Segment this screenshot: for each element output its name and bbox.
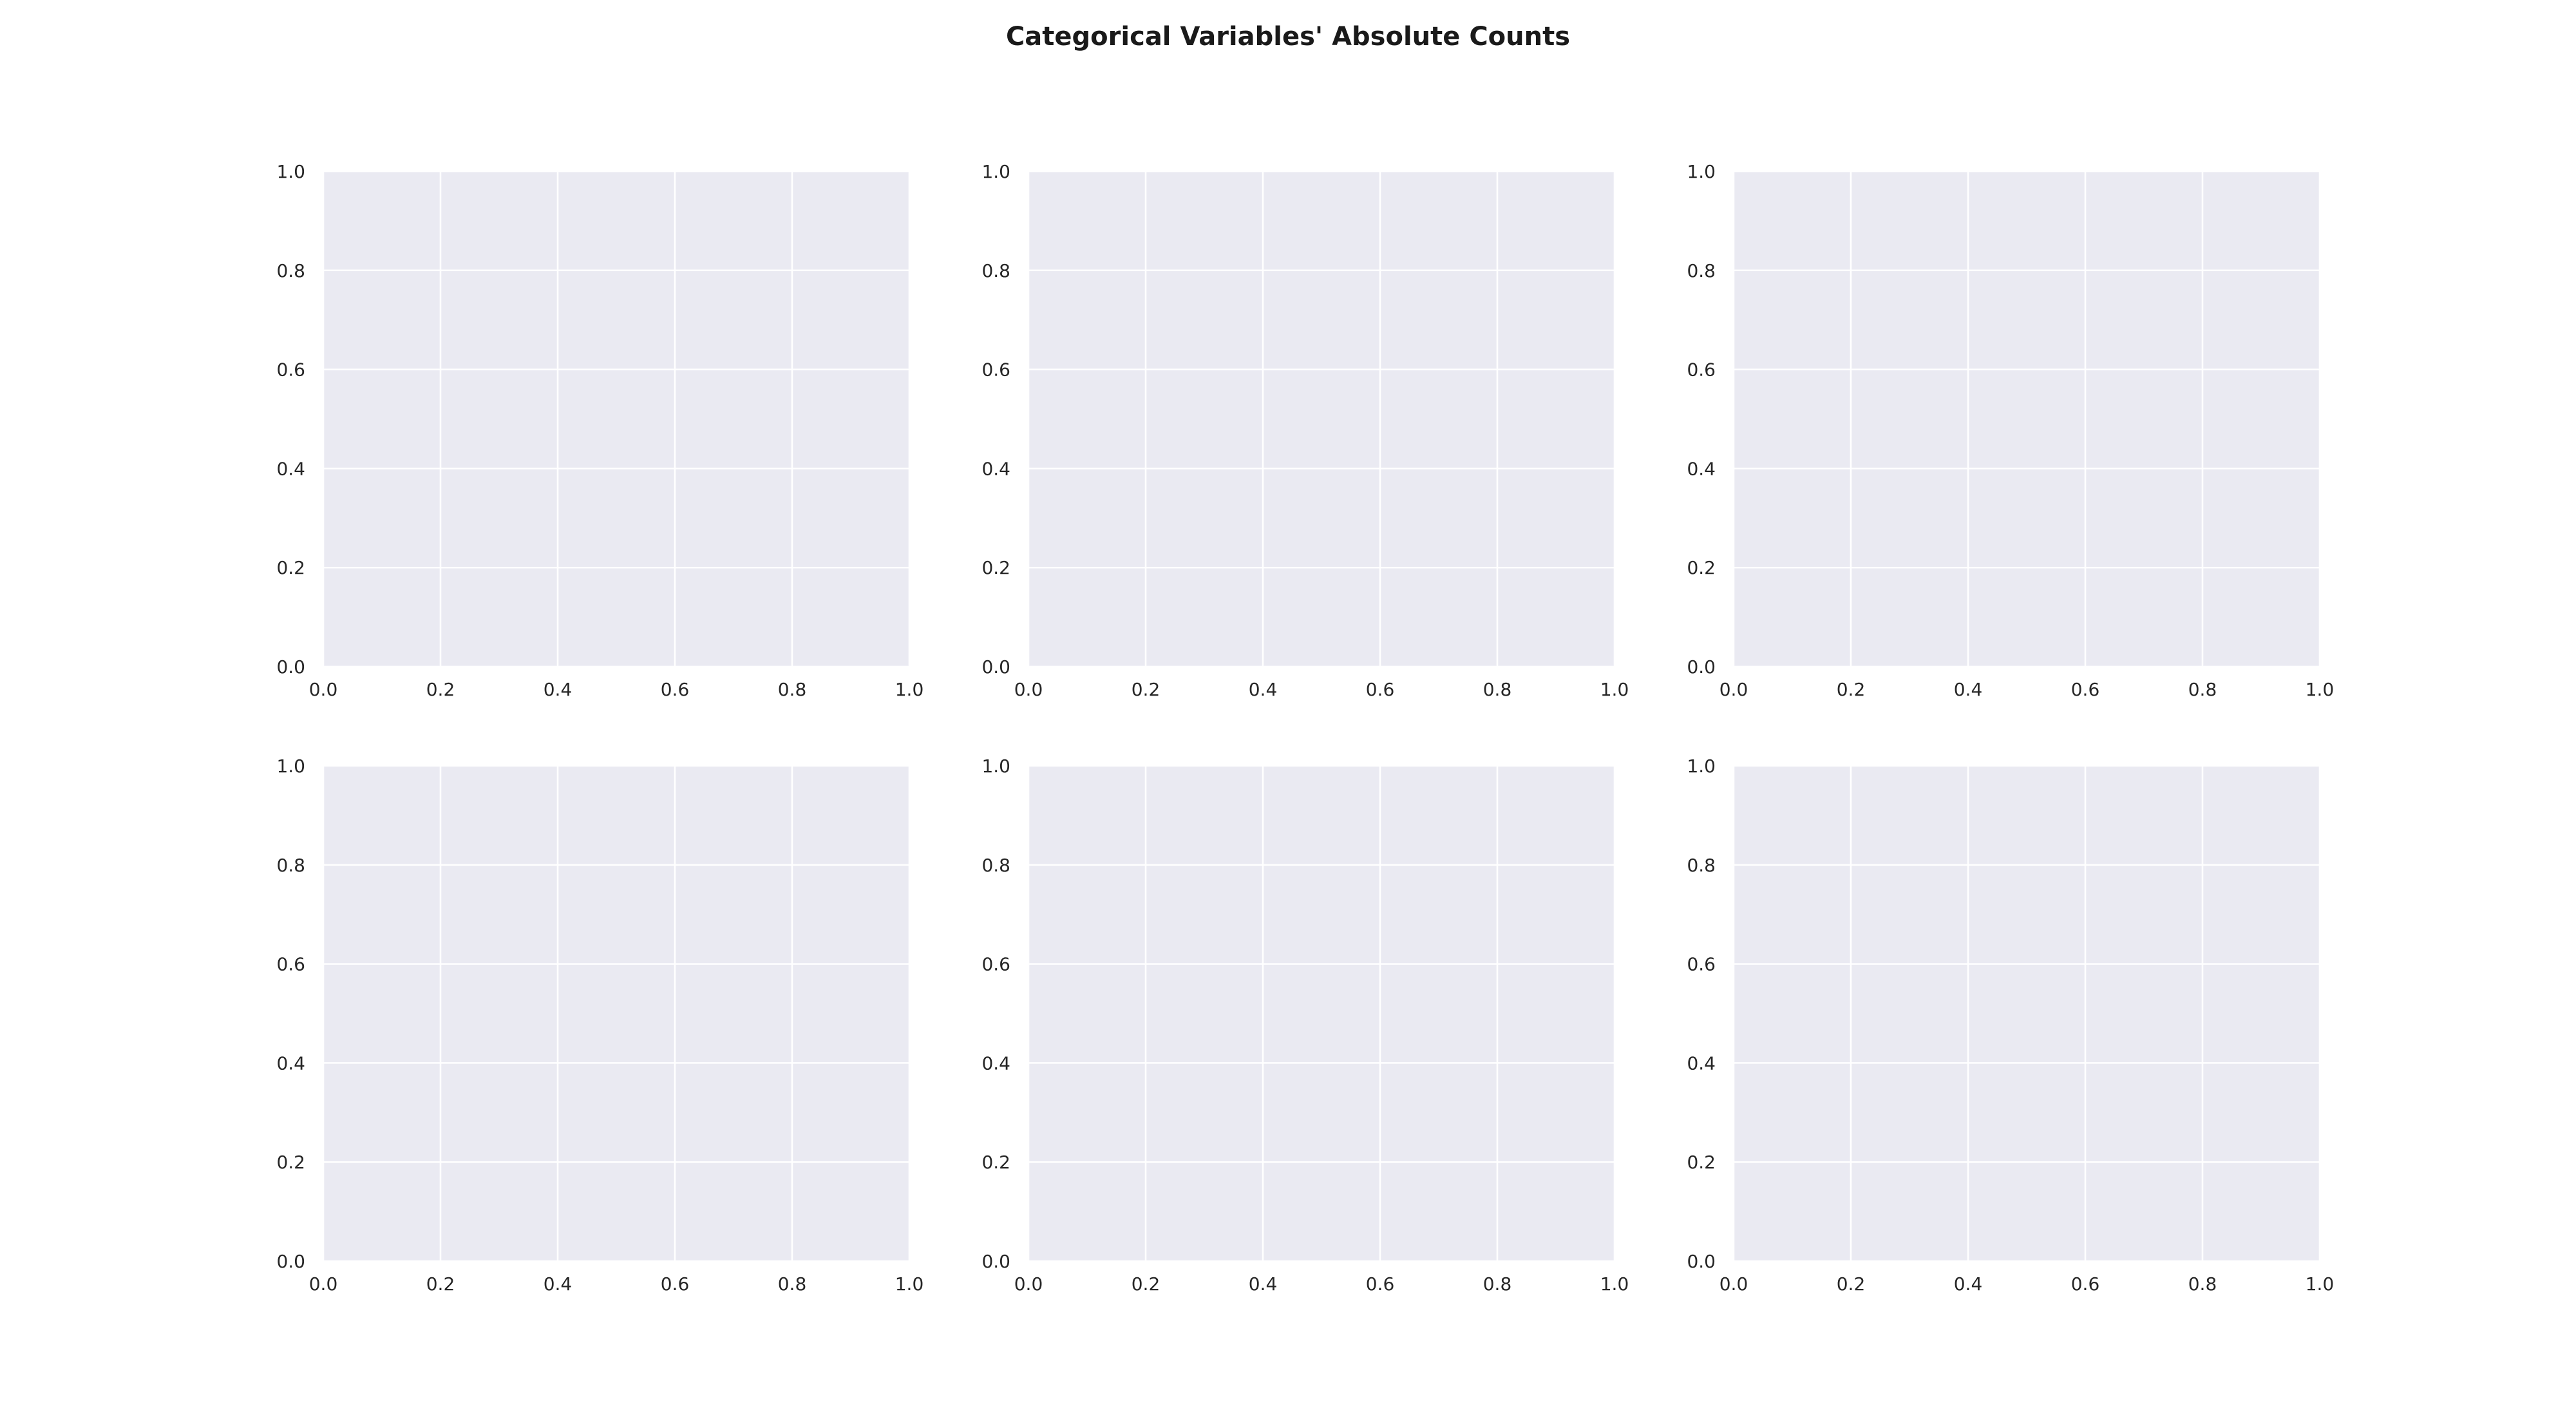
y-tick-label: 0.2 bbox=[1687, 557, 1716, 578]
x-tick-label: 0.2 bbox=[1837, 679, 1866, 700]
y-tick-label: 0.6 bbox=[1687, 359, 1716, 381]
x-tick-label: 0.6 bbox=[1366, 1273, 1395, 1295]
x-tick-label: 1.0 bbox=[2306, 1273, 2334, 1295]
figure-title: Categorical Variables' Absolute Counts bbox=[1005, 22, 1571, 52]
y-tick-label: 1.0 bbox=[276, 756, 305, 777]
x-tick-label: 0.6 bbox=[661, 679, 690, 700]
y-tick-label: 0.2 bbox=[981, 557, 1010, 578]
y-tick-label: 0.4 bbox=[1687, 1052, 1716, 1074]
y-tick-label: 0.6 bbox=[981, 359, 1010, 381]
x-tick-label: 0.4 bbox=[1249, 1273, 1278, 1295]
y-tick-label: 0.8 bbox=[1687, 260, 1716, 281]
x-tick-label: 0.2 bbox=[1837, 1273, 1866, 1295]
x-tick-label: 0.8 bbox=[778, 679, 807, 700]
y-tick-label: 0.4 bbox=[981, 458, 1010, 479]
x-tick-label: 0.0 bbox=[1014, 1273, 1043, 1295]
y-tick-label: 0.2 bbox=[276, 1152, 305, 1173]
y-tick-label: 0.0 bbox=[1687, 1251, 1716, 1272]
x-tick-label: 0.4 bbox=[1249, 679, 1278, 700]
y-tick-label: 0.0 bbox=[981, 1251, 1010, 1272]
y-tick-label: 0.6 bbox=[981, 954, 1010, 975]
x-tick-label: 0.0 bbox=[1719, 1273, 1748, 1295]
x-tick-label: 0.6 bbox=[2071, 679, 2100, 700]
x-tick-label: 0.2 bbox=[426, 1273, 455, 1295]
plot-area bbox=[1734, 171, 2320, 667]
x-tick-label: 0.6 bbox=[2071, 1273, 2100, 1295]
x-tick-label: 1.0 bbox=[895, 1273, 924, 1295]
x-tick-label: 1.0 bbox=[895, 679, 924, 700]
y-tick-label: 0.4 bbox=[276, 1052, 305, 1074]
y-tick-label: 0.8 bbox=[276, 855, 305, 876]
plot-area bbox=[323, 766, 909, 1261]
subplot-5: 0.0 0.2 0.4 0.6 0.8 1.0 0.0 0.2 0.4 0.6 0.8 1.0 bbox=[981, 756, 1629, 1295]
plot-area bbox=[1028, 171, 1615, 667]
y-tick-label: 0.0 bbox=[981, 656, 1010, 678]
x-tick-label: 1.0 bbox=[1600, 1273, 1629, 1295]
y-tick-label: 0.4 bbox=[981, 1052, 1010, 1074]
x-tick-label: 0.8 bbox=[1483, 679, 1512, 700]
x-tick-label: 1.0 bbox=[1600, 679, 1629, 700]
subplot-2: 0.0 0.2 0.4 0.6 0.8 1.0 0.0 0.2 0.4 0.6 0.8 1.0 bbox=[981, 161, 1629, 700]
y-tick-label: 0.6 bbox=[276, 359, 305, 381]
subplot-3: 0.0 0.2 0.4 0.6 0.8 1.0 0.0 0.2 0.4 0.6 0.8 1.0 bbox=[1687, 161, 2334, 700]
y-tick-label: 1.0 bbox=[1687, 756, 1716, 777]
y-tick-label: 0.4 bbox=[1687, 458, 1716, 479]
x-tick-label: 0.4 bbox=[1954, 679, 1983, 700]
x-tick-label: 0.0 bbox=[1719, 679, 1748, 700]
x-tick-label: 0.8 bbox=[2188, 1273, 2217, 1295]
y-tick-label: 0.2 bbox=[981, 1152, 1010, 1173]
x-tick-label: 1.0 bbox=[2306, 679, 2334, 700]
x-tick-label: 0.2 bbox=[1132, 1273, 1160, 1295]
plot-area bbox=[1028, 766, 1615, 1261]
x-tick-label: 0.8 bbox=[778, 1273, 807, 1295]
x-tick-label: 0.4 bbox=[544, 1273, 573, 1295]
x-tick-label: 0.8 bbox=[1483, 1273, 1512, 1295]
x-tick-label: 0.0 bbox=[1014, 679, 1043, 700]
y-tick-label: 0.8 bbox=[981, 260, 1010, 281]
x-tick-label: 0.8 bbox=[2188, 679, 2217, 700]
y-tick-label: 1.0 bbox=[1687, 161, 1716, 182]
y-tick-label: 1.0 bbox=[276, 161, 305, 182]
x-tick-label: 0.0 bbox=[309, 679, 338, 700]
subplot-1: 0.0 0.2 0.4 0.6 0.8 1.0 0.0 0.2 0.4 0.6 0.8 1.0 bbox=[276, 161, 923, 700]
x-tick-label: 0.6 bbox=[661, 1273, 690, 1295]
x-tick-label: 0.6 bbox=[1366, 679, 1395, 700]
y-tick-label: 0.6 bbox=[276, 954, 305, 975]
y-tick-label: 0.0 bbox=[276, 656, 305, 678]
x-tick-label: 0.4 bbox=[544, 679, 573, 700]
x-tick-label: 0.2 bbox=[1132, 679, 1160, 700]
y-tick-label: 0.0 bbox=[276, 1251, 305, 1272]
y-tick-label: 0.8 bbox=[981, 855, 1010, 876]
x-tick-label: 0.4 bbox=[1954, 1273, 1983, 1295]
y-tick-label: 0.4 bbox=[276, 458, 305, 479]
x-tick-label: 0.2 bbox=[426, 679, 455, 700]
y-tick-label: 1.0 bbox=[981, 756, 1010, 777]
y-tick-label: 0.8 bbox=[276, 260, 305, 281]
x-tick-label: 0.0 bbox=[309, 1273, 338, 1295]
subplot-6: 0.0 0.2 0.4 0.6 0.8 1.0 0.0 0.2 0.4 0.6 0.8 1.0 bbox=[1687, 756, 2334, 1295]
y-tick-label: 0.0 bbox=[1687, 656, 1716, 678]
subplot-4: 0.0 0.2 0.4 0.6 0.8 1.0 0.0 0.2 0.4 0.6 0.8 1.0 bbox=[276, 756, 923, 1295]
plot-area bbox=[1734, 766, 2320, 1261]
y-tick-label: 0.2 bbox=[1687, 1152, 1716, 1173]
y-tick-label: 0.6 bbox=[1687, 954, 1716, 975]
plot-area bbox=[323, 171, 909, 667]
y-tick-label: 0.2 bbox=[276, 557, 305, 578]
y-tick-label: 0.8 bbox=[1687, 855, 1716, 876]
y-tick-label: 1.0 bbox=[981, 161, 1010, 182]
